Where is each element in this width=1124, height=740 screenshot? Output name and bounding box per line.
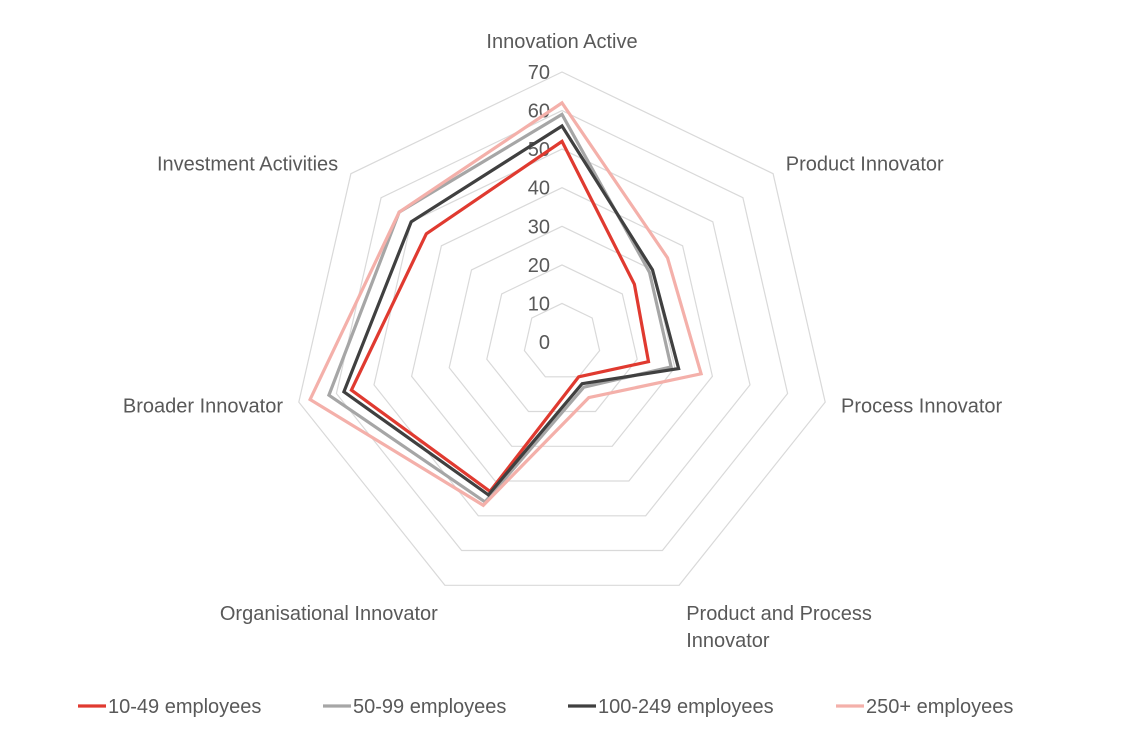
grid-ring (410, 187, 714, 482)
grid-ring (523, 302, 601, 378)
category-label: Organisational Innovator (220, 603, 438, 625)
category-label: Product Innovator (786, 154, 944, 176)
category-label: Innovation Active (486, 31, 637, 53)
category-label: Broader Innovator (123, 396, 283, 418)
category-label: Product and Process Innovator (686, 603, 872, 652)
category-label-line: Investment Activities (157, 154, 338, 176)
grid-ring (298, 71, 826, 586)
tick-label: 30 (528, 216, 550, 238)
grid-ring (486, 264, 638, 413)
legend: 10-49 employees 50-99 employees 100-249 em… (78, 696, 1013, 718)
series-line (308, 100, 704, 508)
category-label-line: Broader Innovator (123, 396, 283, 418)
category-label-line: Organisational Innovator (220, 603, 438, 625)
category-label-line: Product and Process (686, 603, 872, 625)
legend-label: 100-249 employees (598, 696, 774, 718)
radar-grid (298, 71, 826, 586)
series-line (349, 139, 651, 494)
series-line (326, 112, 674, 505)
legend-label: 10-49 employees (108, 696, 261, 718)
legend-label: 250+ employees (866, 696, 1013, 718)
category-label-line: Innovation Active (486, 31, 637, 53)
legend-label: 50-99 employees (353, 696, 506, 718)
tick-label: 40 (528, 178, 550, 200)
tick-label: 0 (539, 332, 550, 354)
series-lines (308, 100, 704, 508)
category-labels: Innovation Active Product Innovator Proces… (123, 31, 1003, 652)
category-label-line: Product Innovator (786, 154, 944, 176)
category-label: Process Innovator (841, 396, 1003, 418)
category-label: Investment Activities (157, 154, 338, 176)
grid-ring (335, 109, 789, 552)
tick-label: 70 (528, 62, 550, 84)
tick-label: 10 (528, 293, 550, 315)
category-label-line: Process Innovator (841, 396, 1003, 418)
tick-label: 20 (528, 255, 550, 277)
grid-ring (373, 148, 751, 517)
category-label-line: Innovator (686, 630, 770, 652)
tick-label: 60 (528, 101, 550, 123)
series-line (341, 123, 681, 498)
